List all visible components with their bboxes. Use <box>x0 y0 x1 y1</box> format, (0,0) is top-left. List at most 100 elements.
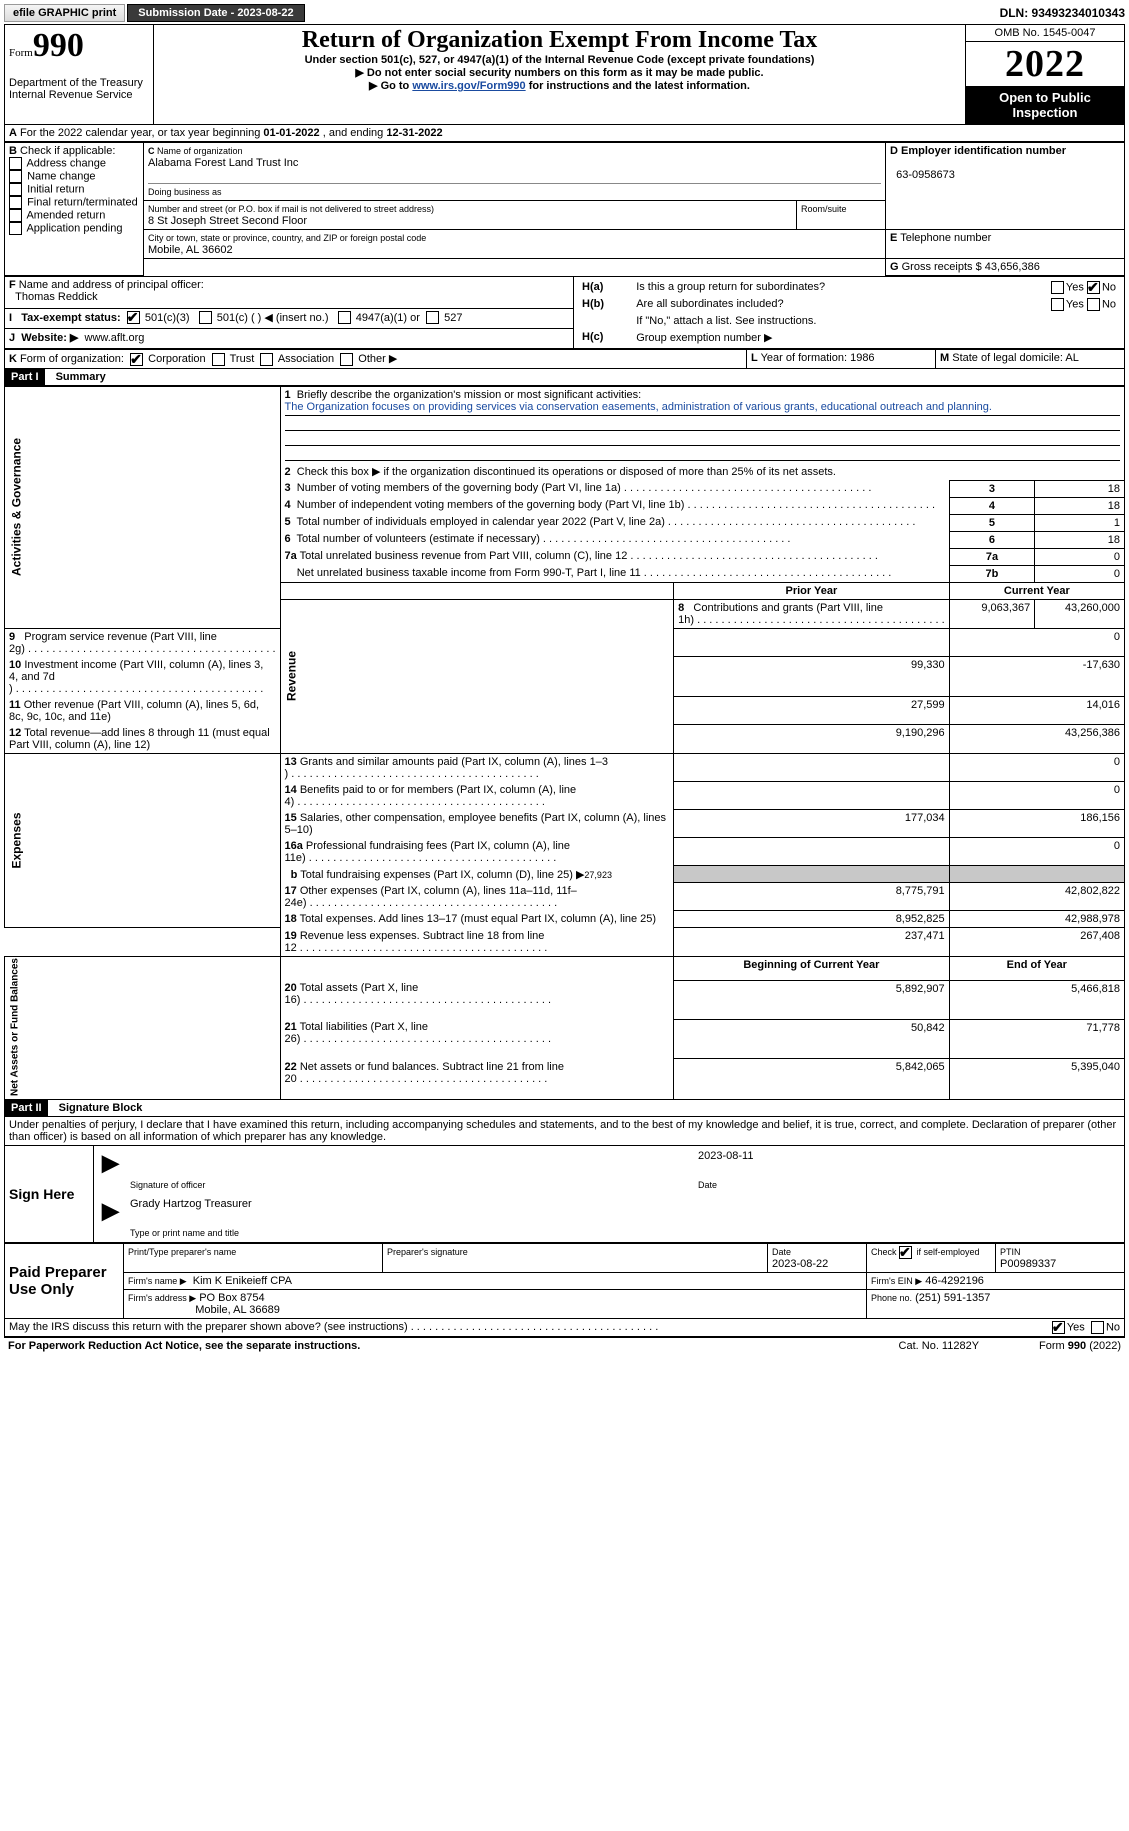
submission-button[interactable]: Submission Date - 2023-08-22 <box>127 4 304 22</box>
section-k: K Form of organization: Corporation Trus… <box>5 350 747 369</box>
line14: 14 Benefits paid to or for members (Part… <box>280 782 674 810</box>
part1-table: Activities & Governance 1 Briefly descri… <box>4 386 1125 1100</box>
line21: 21 Total liabilities (Part X, line 26) <box>280 1019 674 1058</box>
org-name: Alabama Forest Land Trust Inc <box>148 157 298 169</box>
return-title: Return of Organization Exempt From Incom… <box>158 27 961 54</box>
form-footer: Form 990 (2022) <box>1039 1340 1121 1352</box>
line8: 8 Contributions and grants (Part VIII, l… <box>674 599 950 628</box>
subtitle-3: ▶ Go to www.irs.gov/Form990 for instruct… <box>158 79 961 92</box>
amended-return-checkbox[interactable] <box>9 209 22 222</box>
ein-value: 63-0958673 <box>896 169 955 181</box>
section-h: H(a)Is this a group return for subordina… <box>574 277 1125 349</box>
open-inspection: Open to Public Inspection <box>966 86 1124 124</box>
footer: For Paperwork Reduction Act Notice, see … <box>4 1337 1125 1354</box>
title-cell: Return of Organization Exempt From Incom… <box>154 25 966 125</box>
firm-phone: Phone no. (251) 591-1357 <box>867 1289 1125 1318</box>
section-g: G Gross receipts $ 43,656,386 <box>886 259 1125 276</box>
other-checkbox[interactable] <box>340 353 353 366</box>
street-value: 8 St Joseph Street Second Floor <box>148 215 307 227</box>
section-a: A For the 2022 calendar year, or tax yea… <box>4 125 1125 142</box>
klm-table: K Form of organization: Corporation Trus… <box>4 349 1125 369</box>
prep-sig: Preparer's signature <box>383 1243 768 1272</box>
line5: 5 Total number of individuals employed i… <box>280 514 949 531</box>
app-pending-checkbox[interactable] <box>9 222 22 235</box>
line12: 12 Total revenue—add lines 8 through 11 … <box>5 725 281 754</box>
501c3-checkbox[interactable] <box>127 311 140 324</box>
irs-link[interactable]: www.irs.gov/Form990 <box>412 80 525 92</box>
section-c-street: Number and street (or P.O. box if mail i… <box>144 201 797 230</box>
line15: 15 Salaries, other compensation, employe… <box>280 810 674 838</box>
subtitle-1: Under section 501(c), 527, or 4947(a)(1)… <box>158 54 961 66</box>
section-j: J Website: ▶ www.aflt.org <box>5 329 574 349</box>
officer-name: Thomas Reddick <box>15 291 98 303</box>
side-netassets: Net Assets or Fund Balances <box>5 956 281 1099</box>
firm-ein: Firm's EIN ▶ 46-4292196 <box>867 1272 1125 1289</box>
corp-checkbox[interactable] <box>130 353 143 366</box>
assoc-checkbox[interactable] <box>260 353 273 366</box>
section-f: F Name and address of principal officer:… <box>5 277 574 309</box>
line4: 4 Number of independent voting members o… <box>280 497 949 514</box>
form-cell: Form990 Department of the Treasury Inter… <box>5 25 154 125</box>
paid-preparer-label: Paid Preparer Use Only <box>5 1243 124 1318</box>
line3: 3 Number of voting members of the govern… <box>280 480 949 497</box>
line22: 22 Net assets or fund balances. Subtract… <box>280 1059 674 1099</box>
section-c-name: C Name of organization Alabama Forest La… <box>144 143 886 201</box>
dln-label: DLN: 93493234010343 <box>1000 6 1125 20</box>
discuss-row: May the IRS discuss this return with the… <box>4 1319 1125 1337</box>
initial-return-checkbox[interactable] <box>9 183 22 196</box>
line2: 2 Check this box ▶ if the organization d… <box>280 463 1125 481</box>
discuss-no-checkbox[interactable] <box>1091 1321 1104 1334</box>
line16b: b Total fundraising expenses (Part IX, c… <box>280 866 674 883</box>
line6: 6 Total number of volunteers (estimate i… <box>280 531 949 548</box>
527-checkbox[interactable] <box>426 311 439 324</box>
ha-no-checkbox[interactable] <box>1087 281 1100 294</box>
4947-checkbox[interactable] <box>338 311 351 324</box>
mission-text: The Organization focuses on providing se… <box>285 401 1121 416</box>
side-expenses: Expenses <box>5 753 281 928</box>
section-e: E Telephone number <box>886 230 1125 259</box>
addr-change-checkbox[interactable] <box>9 157 22 170</box>
omb-cell: OMB No. 1545-0047 <box>966 25 1125 42</box>
hb-yes-checkbox[interactable] <box>1051 298 1064 311</box>
part2-header: Part II Signature Block <box>4 1100 1125 1117</box>
501c-checkbox[interactable] <box>199 311 212 324</box>
room-suite: Room/suite <box>797 201 886 230</box>
pra-notice: For Paperwork Reduction Act Notice, see … <box>8 1340 899 1352</box>
line16a: 16a Professional fundraising fees (Part … <box>280 838 674 866</box>
line7a: 7a Total unrelated business revenue from… <box>280 548 949 565</box>
final-return-checkbox[interactable] <box>9 196 22 209</box>
trust-checkbox[interactable] <box>212 353 225 366</box>
ha-yes-checkbox[interactable] <box>1051 281 1064 294</box>
section-m: M State of legal domicile: AL <box>936 350 1125 369</box>
prep-name: Print/Type preparer's name <box>124 1243 383 1272</box>
line13: 13 Grants and similar amounts paid (Part… <box>280 753 674 782</box>
penalty-text: Under penalties of perjury, I declare th… <box>4 1117 1125 1145</box>
line11: 11 Other revenue (Part VIII, column (A),… <box>5 697 281 725</box>
section-i: I Tax-exempt status: 501(c)(3) 501(c) ( … <box>5 308 574 328</box>
self-emp-checkbox[interactable] <box>899 1246 912 1259</box>
discuss-yes-checkbox[interactable] <box>1052 1321 1065 1334</box>
name-change-checkbox[interactable] <box>9 170 22 183</box>
section-d: D Employer identification number 63-0958… <box>886 143 1125 230</box>
dept-label: Department of the Treasury <box>9 77 143 89</box>
line19: 19 Revenue less expenses. Subtract line … <box>280 928 674 957</box>
hb-no-checkbox[interactable] <box>1087 298 1100 311</box>
ptin: PTINP00989337 <box>996 1243 1125 1272</box>
sign-here-label: Sign Here <box>5 1145 94 1242</box>
fhij-table: F Name and address of principal officer:… <box>4 276 1125 349</box>
line1: 1 Briefly describe the organization's mi… <box>280 386 1125 463</box>
line9: 9 Program service revenue (Part VIII, li… <box>5 628 281 657</box>
website-value: www.aflt.org <box>85 332 145 344</box>
line20: 20 Total assets (Part X, line 16) <box>280 980 674 1019</box>
side-activities: Activities & Governance <box>5 386 281 628</box>
city-value: Mobile, AL 36602 <box>148 244 233 256</box>
efile-button[interactable]: efile GRAPHIC print <box>4 4 125 22</box>
entity-table: B Check if applicable: Address change Na… <box>4 142 1125 276</box>
line17: 17 Other expenses (Part IX, column (A), … <box>280 883 674 911</box>
cat-no: Cat. No. 11282Y <box>899 1340 980 1352</box>
line7b: Net unrelated business taxable income fr… <box>280 565 949 582</box>
gross-receipts: 43,656,386 <box>985 261 1040 273</box>
name-title-row: ▶Grady Hartzog Treasurer Type or print n… <box>94 1194 1125 1243</box>
section-c-city: City or town, state or province, country… <box>144 230 886 259</box>
sign-table: Sign Here ▶ 2023-08-11 Signature of offi… <box>4 1145 1125 1243</box>
